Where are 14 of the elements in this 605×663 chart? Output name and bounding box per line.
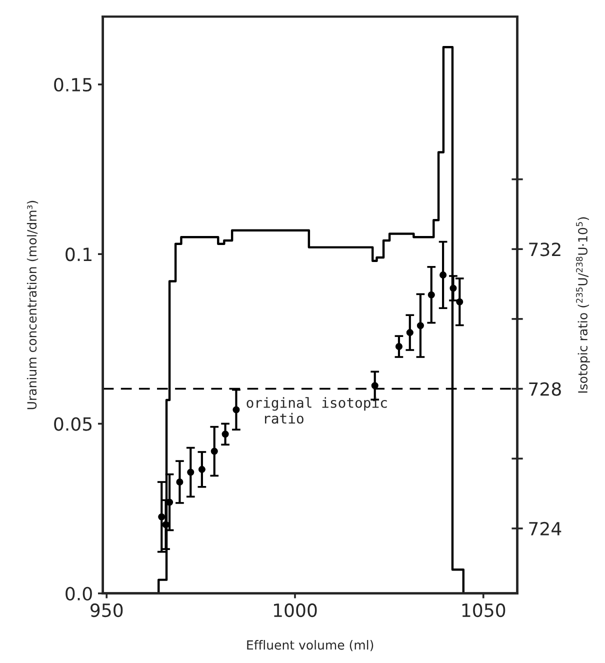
y-tick-label: 0.0 bbox=[66, 586, 92, 600]
x-tick-label: 1000 bbox=[274, 603, 317, 618]
x-axis-title: Effluent volume (ml) bbox=[247, 640, 374, 652]
ref-line-label: original isotopic ratio bbox=[246, 397, 387, 424]
y2-tick-label: 732 bbox=[529, 242, 560, 256]
y2-tick-label: 724 bbox=[529, 522, 562, 536]
y-axis-title: Uranium concentration (mol/dm³) bbox=[26, 200, 38, 410]
y2-tick-label: 728 bbox=[529, 382, 561, 396]
y-tick-label: 0.15 bbox=[54, 78, 92, 92]
y-tick-label: 0.1 bbox=[66, 248, 92, 262]
x-tick-label: 1050 bbox=[462, 603, 506, 618]
x-tick-label: 950 bbox=[90, 603, 123, 618]
y2-axis-title: Isotopic ratio ($^{235}$U/$^{238}$U·10$^{5}$) bbox=[576, 217, 590, 393]
y-tick-label: 0.05 bbox=[54, 417, 92, 431]
